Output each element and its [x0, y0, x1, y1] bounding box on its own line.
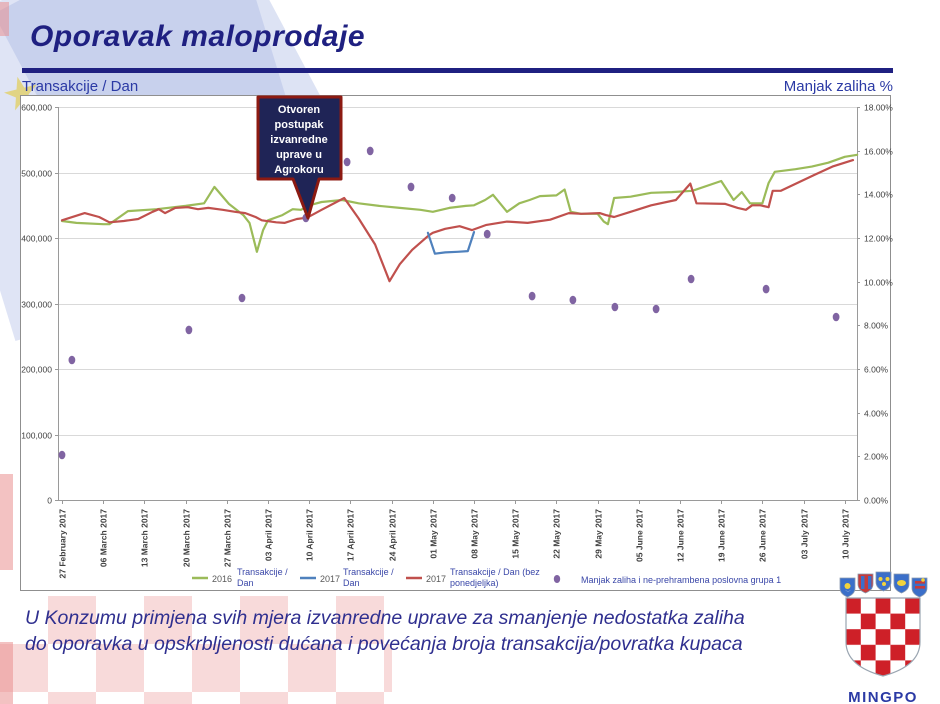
svg-text:17 April 2017: 17 April 2017	[346, 509, 356, 561]
right-axis-labels: 0.00% 2.00% 4.00% 6.00% 8.00% 10.00% 12.00% 14.…	[857, 103, 893, 506]
svg-text:uprave u: uprave u	[276, 149, 322, 161]
right-axis-title: Manjak zaliha %	[783, 78, 893, 95]
svg-text:12.00%: 12.00%	[864, 234, 893, 244]
svg-text:300,000: 300,000	[21, 300, 52, 310]
svg-text:19 June 2017: 19 June 2017	[717, 509, 727, 562]
svg-text:200,000: 200,000	[21, 365, 52, 375]
svg-text:12 June 2017: 12 June 2017	[676, 509, 686, 562]
svg-text:postupak: postupak	[275, 119, 325, 131]
chart-frame	[20, 95, 891, 591]
croatian-coat-of-arms	[839, 571, 928, 677]
svg-text:Dan: Dan	[237, 578, 254, 588]
svg-text:500,000: 500,000	[21, 169, 52, 179]
footer-line-2: do oporavka u opskrbljenosti dućana i po…	[25, 632, 743, 655]
gridlines	[58, 107, 857, 436]
svg-text:Agrokoru: Agrokoru	[274, 164, 324, 176]
svg-text:16.00%: 16.00%	[864, 147, 893, 157]
svg-text:2016: 2016	[212, 574, 232, 584]
svg-text:Otvoren: Otvoren	[278, 104, 320, 116]
mingpo-logo: MINGPO	[832, 570, 934, 704]
series-line-red	[60, 158, 855, 283]
svg-text:22 May 2017: 22 May 2017	[552, 509, 562, 559]
svg-text:08 May 2017: 08 May 2017	[470, 509, 480, 559]
svg-text:100,000: 100,000	[21, 431, 52, 441]
svg-text:Transakcije / Dan (bez: Transakcije / Dan (bez	[450, 567, 540, 577]
axes	[58, 107, 858, 501]
page-title: Oporavak maloprodaje	[30, 20, 366, 53]
callout-agrokor: Otvoren postupak izvanredne uprave u Agrokor…	[256, 95, 343, 220]
footer-text: U Konzumu primjena svih mjera izvanredne…	[25, 606, 825, 658]
x-axis-labels: 27 February 2017 06 March 2017 13 March 20…	[58, 500, 851, 578]
svg-text:Dan: Dan	[343, 578, 360, 588]
svg-text:Transakcije /: Transakcije /	[237, 567, 288, 577]
svg-text:27 February 2017: 27 February 2017	[58, 509, 68, 579]
svg-text:Transakcije /: Transakcije /	[343, 567, 394, 577]
series-scatter-purple	[58, 146, 840, 460]
svg-text:0.00%: 0.00%	[864, 496, 889, 506]
svg-text:10 April 2017: 10 April 2017	[305, 509, 315, 561]
svg-text:400,000: 400,000	[21, 234, 52, 244]
svg-text:8.00%: 8.00%	[864, 321, 889, 331]
svg-text:14.00%: 14.00%	[864, 190, 893, 200]
svg-text:01 May 2017: 01 May 2017	[429, 509, 439, 559]
svg-text:27 March 2017: 27 March 2017	[223, 509, 233, 567]
chart-area: 0 100,000 200,000 300,000 400,000 500,000 600,…	[20, 95, 893, 592]
series-line-blue	[426, 231, 476, 255]
svg-text:2017: 2017	[426, 574, 446, 584]
logo-text: MINGPO	[848, 689, 918, 704]
svg-text:03 April 2017: 03 April 2017	[264, 509, 274, 561]
svg-text:2017: 2017	[320, 574, 340, 584]
svg-text:18.00%: 18.00%	[864, 103, 893, 113]
svg-text:Manjak zaliha i ne-prehrambena: Manjak zaliha i ne-prehrambena poslovna …	[581, 575, 781, 585]
svg-text:0: 0	[47, 496, 52, 506]
svg-text:13 March 2017: 13 March 2017	[140, 509, 150, 567]
red-stripe-watermark	[0, 2, 9, 36]
svg-text:15 May 2017: 15 May 2017	[511, 509, 521, 559]
svg-text:26 June 2017: 26 June 2017	[758, 509, 768, 562]
title-rule	[22, 68, 893, 73]
svg-text:6.00%: 6.00%	[864, 365, 889, 375]
legend-item-2016: 2016 Transakcije /Dan	[192, 567, 288, 588]
svg-text:29 May 2017: 29 May 2017	[594, 509, 604, 559]
left-axis-labels: 0 100,000 200,000 300,000 400,000 500,000 600,…	[21, 103, 58, 506]
red-stripe-watermark	[0, 474, 13, 570]
svg-text:03 July 2017: 03 July 2017	[800, 509, 810, 559]
retail-recovery-chart: 0 100,000 200,000 300,000 400,000 500,000 600,…	[20, 95, 893, 591]
svg-text:izvanredne: izvanredne	[270, 134, 327, 146]
svg-text:05 June 2017: 05 June 2017	[635, 509, 645, 562]
left-axis-title: Transakcije / Dan	[22, 78, 139, 95]
svg-text:4.00%: 4.00%	[864, 409, 889, 419]
svg-text:10 July 2017: 10 July 2017	[841, 509, 851, 559]
svg-text:06 March 2017: 06 March 2017	[99, 509, 109, 567]
footer-line-1: U Konzumu primjena svih mjera izvanredne…	[25, 607, 745, 629]
svg-text:10.00%: 10.00%	[864, 278, 893, 288]
svg-text:2.00%: 2.00%	[864, 452, 889, 462]
svg-text:600,000: 600,000	[21, 103, 52, 113]
svg-text:ponedjeljka): ponedjeljka)	[450, 578, 499, 588]
red-stripe-watermark	[0, 642, 13, 704]
legend-item-dots: Manjak zaliha i ne-prehrambena poslovna …	[553, 575, 781, 585]
svg-text:24 April 2017: 24 April 2017	[388, 509, 398, 561]
svg-text:20 March 2017: 20 March 2017	[182, 509, 192, 567]
